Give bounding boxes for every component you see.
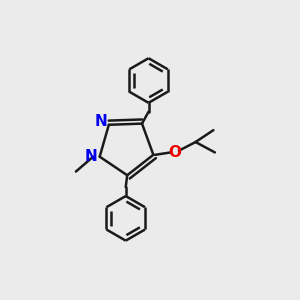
Text: N: N xyxy=(85,149,98,164)
Text: N: N xyxy=(94,114,107,129)
Text: O: O xyxy=(168,145,181,160)
